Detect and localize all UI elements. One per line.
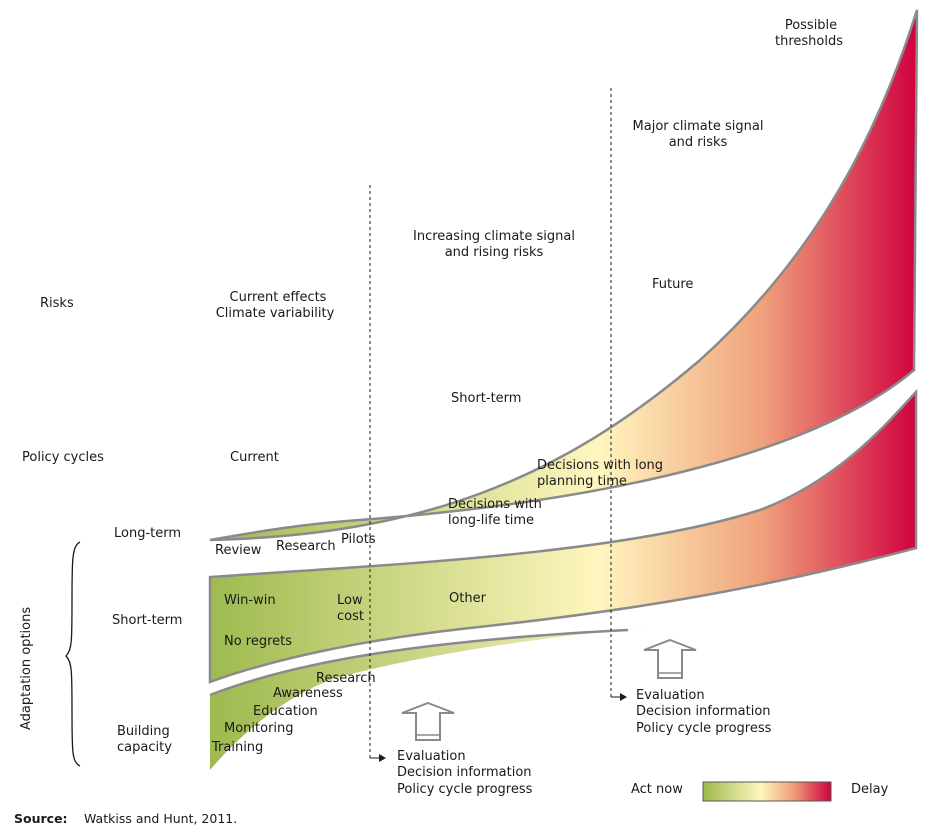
up-arrow-icon xyxy=(643,638,697,679)
risk-band xyxy=(209,9,919,542)
source-text: Watkiss and Hunt, 2011. xyxy=(84,811,237,826)
cap-research: Research xyxy=(316,671,376,686)
risk-possible-line1: Possible xyxy=(785,18,837,33)
building-capacity-label-2: capacity xyxy=(117,740,172,755)
lt-pilots: Pilots xyxy=(341,532,376,547)
cap-education: Education xyxy=(253,704,318,719)
short-term-band xyxy=(208,388,918,684)
brace-icon xyxy=(65,541,81,767)
adaptation-options-label: Adaptation options xyxy=(19,607,34,730)
risk-major-line1: Major climate signal xyxy=(633,119,764,134)
policy-short-term: Short-term xyxy=(451,391,521,406)
capacity-band-edge xyxy=(209,628,629,697)
risk-current-line1: Current effects xyxy=(230,290,327,305)
risk-increasing-line1: Increasing climate signal xyxy=(413,229,575,244)
legend-gradient-bar xyxy=(702,781,832,802)
lt-review: Review xyxy=(215,543,262,558)
eval1-line3: Policy cycle progress xyxy=(397,782,533,797)
building-capacity-label-1: Building xyxy=(117,724,170,739)
policy-current: Current xyxy=(230,450,279,465)
risk-increasing-line2: and rising risks xyxy=(445,245,544,260)
cap-awareness: Awareness xyxy=(273,686,343,701)
band-gap-1 xyxy=(209,383,920,570)
lt-decisions-life-1: Decisions with xyxy=(448,497,542,512)
lt-decisions-life-2: long-life time xyxy=(448,513,534,528)
lt-research: Research xyxy=(276,539,336,554)
legend-act-now: Act now xyxy=(631,782,683,797)
st-other: Other xyxy=(449,591,487,606)
lt-decisions-planning-2: planning time xyxy=(537,474,627,489)
short-term-label: Short-term xyxy=(112,613,182,628)
policy-cycles-label: Policy cycles xyxy=(22,450,104,465)
long-term-label: Long-term xyxy=(114,526,181,541)
cap-training: Training xyxy=(211,740,263,755)
st-low-cost-1: Low xyxy=(337,593,363,608)
policy-future: Future xyxy=(652,277,693,292)
up-arrow-icon xyxy=(401,701,455,741)
cap-monitoring: Monitoring xyxy=(224,721,294,736)
risks-label: Risks xyxy=(40,296,74,311)
risk-possible-line2: thresholds xyxy=(775,34,843,49)
lt-decisions-planning-1: Decisions with long xyxy=(537,458,663,473)
source-label: Source: xyxy=(14,811,68,826)
risk-major-line2: and risks xyxy=(669,135,728,150)
legend-delay: Delay xyxy=(851,782,889,797)
eval1-line1: Evaluation xyxy=(397,749,466,764)
st-no-regrets: No regrets xyxy=(224,634,292,649)
risk-current-line2: Climate variability xyxy=(216,306,335,321)
eval2-line1: Evaluation xyxy=(636,688,705,703)
capacity-band xyxy=(210,627,655,770)
st-win-win: Win-win xyxy=(224,593,276,608)
eval2-line2: Decision information xyxy=(636,704,771,719)
st-low-cost-2: cost xyxy=(337,609,364,624)
eval2-line3: Policy cycle progress xyxy=(636,721,772,736)
eval1-line2: Decision information xyxy=(397,765,532,780)
